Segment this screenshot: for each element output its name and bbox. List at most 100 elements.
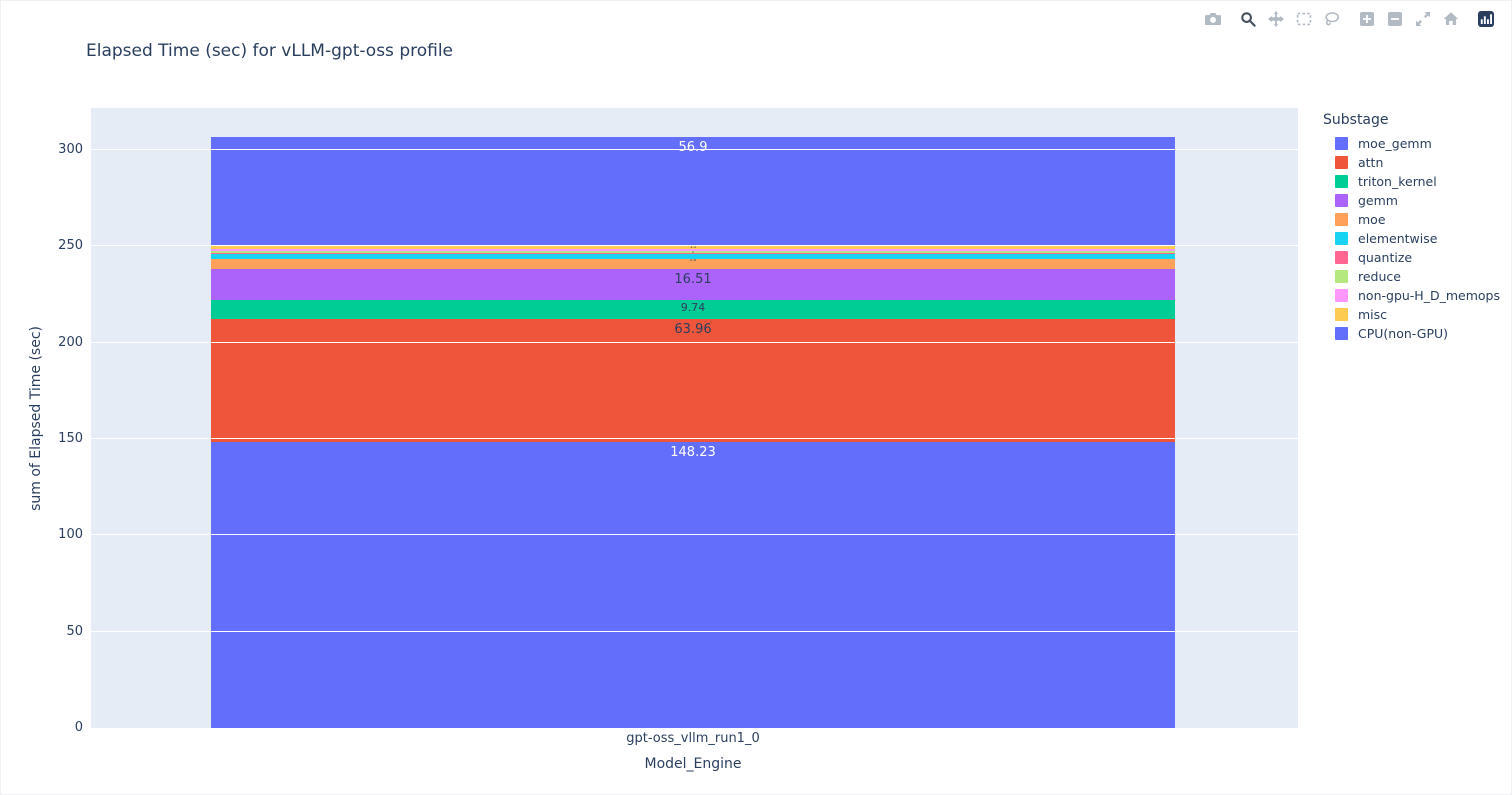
zoom-out-icon: [1388, 12, 1402, 26]
bar-segment-value-label: 1: [691, 249, 695, 255]
autoscale-button[interactable]: [1412, 9, 1434, 29]
legend-item-reduce[interactable]: reduce: [1323, 267, 1500, 286]
y-tick-label: 50: [66, 623, 83, 639]
legend-item-elementwise[interactable]: elementwise: [1323, 229, 1500, 248]
legend-item-label: moe_gemm: [1358, 136, 1432, 151]
box-select-button[interactable]: [1293, 9, 1315, 29]
y-tick-label: 300: [58, 142, 83, 158]
bar-segment-elementwise[interactable]: [211, 253, 1175, 260]
bar-segment-value-label: 1.5: [689, 244, 697, 250]
zoom-out-button[interactable]: [1384, 9, 1406, 29]
legend-swatch-icon: [1335, 156, 1348, 169]
legend-item-CPU(non-GPU)[interactable]: CPU(non-GPU): [1323, 324, 1500, 343]
modebar-group: [1237, 9, 1343, 29]
bar-segment-misc[interactable]: 1.5: [211, 244, 1175, 250]
legend-swatch-icon: [1335, 137, 1348, 150]
modebar-group: [1202, 9, 1224, 29]
legend-item-label: quantize: [1358, 250, 1413, 265]
legend-swatch-icon: [1335, 270, 1348, 283]
y-axis-title-text: sum of Elapsed Time (sec): [28, 325, 44, 511]
download-plot-button[interactable]: [1202, 9, 1224, 29]
legend-item-label: gemm: [1358, 193, 1398, 208]
plotly-logo-button[interactable]: [1475, 9, 1497, 29]
zoom-in-icon: [1360, 12, 1374, 26]
legend-item-label: reduce: [1358, 269, 1401, 284]
gridline: [91, 149, 1298, 151]
chart-title: Elapsed Time (sec) for vLLM-gpt-oss prof…: [86, 41, 454, 61]
modebar-group: [1475, 9, 1497, 29]
legend-item-label: moe: [1358, 212, 1386, 227]
legend-item-gemm[interactable]: gemm: [1323, 191, 1500, 210]
stacked-bar: 148.23 63.96 9.74 16.51 4.8 1 1.5 56.9: [211, 108, 1175, 728]
bar-segment-reduce[interactable]: 1: [211, 249, 1175, 255]
plotly-modebar: [1189, 9, 1497, 29]
bar-segment-non-gpu-H_D_memops[interactable]: [211, 249, 1175, 252]
legend-item-non-gpu-H_D_memops[interactable]: non-gpu-H_D_memops: [1323, 286, 1500, 305]
bar-segment-triton_kernel[interactable]: 9.74: [211, 300, 1175, 320]
pan-icon: [1268, 11, 1284, 27]
autoscale-icon: [1416, 12, 1430, 26]
y-tick-label: 100: [58, 527, 83, 543]
bar-segment-value-label: 56.9: [678, 139, 708, 155]
gridline: [91, 438, 1298, 440]
x-axis-title: Model_Engine: [644, 756, 742, 772]
gridline: [91, 341, 1298, 343]
legend-swatch-icon: [1335, 175, 1348, 188]
bar-segment-gemm[interactable]: 16.51: [211, 268, 1175, 301]
legend-swatch-icon: [1335, 213, 1348, 226]
bar-segment-value-label: 63.96: [674, 322, 712, 338]
box-select-icon: [1296, 12, 1312, 26]
download-plot-icon: [1205, 13, 1221, 25]
legend-item-label: elementwise: [1358, 231, 1438, 246]
pan-button[interactable]: [1265, 9, 1287, 29]
zoom-icon: [1241, 12, 1256, 27]
legend-item-label: CPU(non-GPU): [1358, 326, 1449, 341]
plot-area[interactable]: 148.23 63.96 9.74 16.51 4.8 1 1.5 56.9: [91, 108, 1298, 728]
gridline: [91, 534, 1298, 536]
bar-segment-value-label: 16.51: [674, 271, 712, 287]
lasso-select-icon: [1325, 12, 1339, 26]
legend-swatch-icon: [1335, 327, 1348, 340]
legend-item-label: misc: [1358, 307, 1388, 322]
lasso-select-button[interactable]: [1321, 9, 1343, 29]
bar-segment-moe_gemm[interactable]: 148.23: [211, 442, 1175, 728]
legend-item-moe[interactable]: moe: [1323, 210, 1500, 229]
legend-item-label: triton_kernel: [1358, 174, 1437, 189]
legend-item-attn[interactable]: attn: [1323, 153, 1500, 172]
bar-segment-moe[interactable]: 4.8: [211, 257, 1175, 269]
legend-swatch-icon: [1335, 251, 1348, 264]
bar-segment-attn[interactable]: 63.96: [211, 319, 1175, 443]
y-axis-ticks: 0 50 100 150 200 250 300: [1, 108, 83, 735]
gridline: [91, 630, 1298, 632]
legend-item-moe_gemm[interactable]: moe_gemm: [1323, 134, 1500, 153]
plotly-logo-icon: [1478, 11, 1494, 27]
zoom-in-button[interactable]: [1356, 9, 1378, 29]
modebar-group: [1356, 9, 1462, 29]
legend-swatch-icon: [1335, 194, 1348, 207]
y-tick-label: 250: [58, 238, 83, 254]
x-tick-label: gpt-oss_vllm_run1_0: [626, 731, 760, 746]
bar-segment-value-label: 148.23: [670, 445, 716, 461]
legend-swatch-icon: [1335, 289, 1348, 302]
bar-segment-value-label: 4.8: [689, 257, 697, 263]
legend-item-misc[interactable]: misc: [1323, 305, 1500, 324]
y-tick-label: 200: [58, 334, 83, 350]
bar-segment-quantize[interactable]: [211, 253, 1175, 254]
reset-axes-button[interactable]: [1440, 9, 1462, 29]
reset-axes-icon: [1443, 12, 1459, 25]
y-axis-title: sum of Elapsed Time (sec): [25, 108, 47, 728]
legend-item-label: non-gpu-H_D_memops: [1358, 288, 1500, 303]
bar-segment-value-label: 9.74: [680, 301, 706, 315]
legend: Substage moe_gemm attn triton_kernel gemm mo…: [1323, 112, 1500, 343]
legend-swatch-icon: [1335, 308, 1348, 321]
legend-item-quantize[interactable]: quantize: [1323, 248, 1500, 267]
legend-item-triton_kernel[interactable]: triton_kernel: [1323, 172, 1500, 191]
zoom-button[interactable]: [1237, 9, 1259, 29]
gridline: [91, 245, 1298, 247]
bar-segment-CPU(non-GPU)[interactable]: 56.9: [211, 136, 1175, 247]
legend-swatch-icon: [1335, 232, 1348, 245]
y-tick-label: 150: [58, 431, 83, 447]
y-tick-label: 0: [74, 720, 83, 735]
